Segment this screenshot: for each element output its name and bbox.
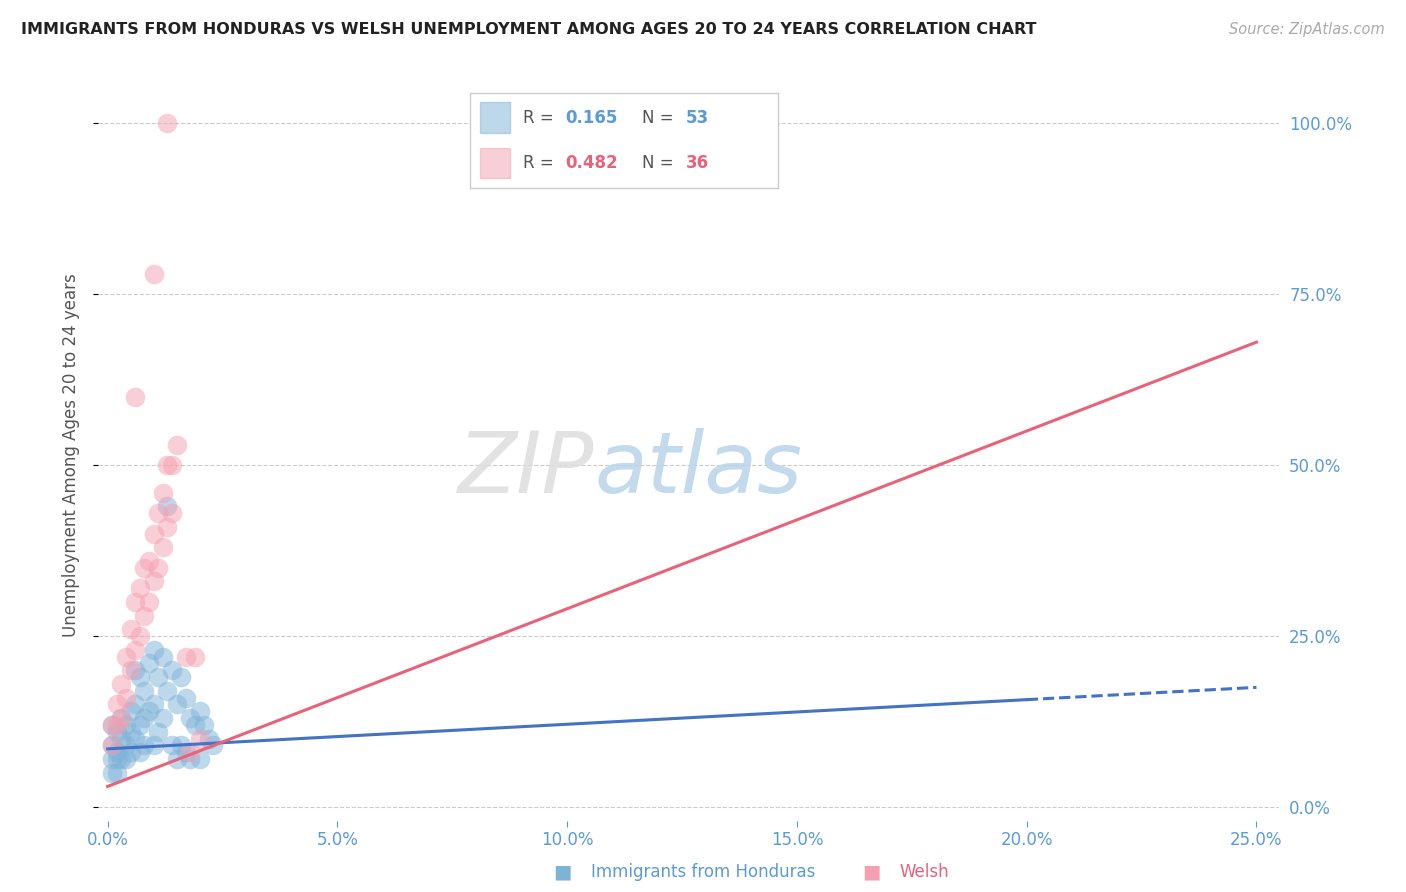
- Point: [138, 704, 160, 718]
- Point: [124, 698, 146, 712]
- Point: [101, 739, 124, 753]
- Point: [142, 698, 165, 712]
- Point: [110, 711, 132, 725]
- Point: [124, 595, 146, 609]
- Point: [156, 116, 179, 130]
- Point: [146, 670, 169, 684]
- Point: [184, 649, 207, 664]
- Point: [160, 506, 183, 520]
- Point: [134, 739, 156, 753]
- Point: [142, 642, 165, 657]
- Point: [115, 649, 138, 664]
- Point: [170, 670, 193, 684]
- Point: [105, 765, 128, 780]
- Point: [101, 752, 124, 766]
- Text: atlas: atlas: [595, 428, 803, 511]
- Point: [128, 718, 150, 732]
- Point: [120, 724, 142, 739]
- Point: [142, 267, 165, 281]
- Point: [156, 499, 179, 513]
- Point: [128, 670, 150, 684]
- Point: [156, 683, 179, 698]
- Text: ■: ■: [553, 863, 572, 881]
- Point: [110, 731, 132, 746]
- Point: [110, 677, 132, 691]
- Point: [101, 718, 124, 732]
- Point: [120, 745, 142, 759]
- Point: [120, 622, 142, 636]
- Point: [115, 752, 138, 766]
- Point: [134, 608, 156, 623]
- Point: [174, 649, 197, 664]
- Point: [146, 724, 169, 739]
- Text: Source: ZipAtlas.com: Source: ZipAtlas.com: [1229, 22, 1385, 37]
- Point: [105, 724, 128, 739]
- Point: [101, 739, 124, 753]
- Point: [142, 574, 165, 589]
- Point: [128, 581, 150, 595]
- Point: [152, 485, 174, 500]
- Point: [138, 595, 160, 609]
- Point: [166, 438, 188, 452]
- Point: [193, 718, 215, 732]
- Text: Welsh: Welsh: [900, 863, 949, 881]
- Y-axis label: Unemployment Among Ages 20 to 24 years: Unemployment Among Ages 20 to 24 years: [62, 273, 80, 637]
- Point: [202, 739, 225, 753]
- Point: [124, 663, 146, 677]
- Point: [160, 458, 183, 472]
- Point: [188, 704, 211, 718]
- Point: [160, 663, 183, 677]
- Point: [156, 519, 179, 533]
- Point: [174, 690, 197, 705]
- Point: [105, 752, 128, 766]
- Point: [146, 560, 169, 574]
- Point: [128, 745, 150, 759]
- Point: [110, 711, 132, 725]
- Point: [105, 718, 128, 732]
- Point: [115, 739, 138, 753]
- Point: [124, 731, 146, 746]
- Point: [152, 711, 174, 725]
- Point: [179, 745, 201, 759]
- Point: [138, 657, 160, 671]
- Point: [134, 683, 156, 698]
- Text: IMMIGRANTS FROM HONDURAS VS WELSH UNEMPLOYMENT AMONG AGES 20 TO 24 YEARS CORRELA: IMMIGRANTS FROM HONDURAS VS WELSH UNEMPL…: [21, 22, 1036, 37]
- Point: [110, 752, 132, 766]
- Point: [120, 663, 142, 677]
- Point: [115, 718, 138, 732]
- Point: [174, 745, 197, 759]
- Point: [188, 752, 211, 766]
- Point: [134, 711, 156, 725]
- Point: [146, 506, 169, 520]
- Point: [124, 642, 146, 657]
- Point: [170, 739, 193, 753]
- Point: [166, 752, 188, 766]
- Point: [197, 731, 219, 746]
- Point: [142, 739, 165, 753]
- Point: [179, 752, 201, 766]
- Point: [105, 745, 128, 759]
- Point: [166, 698, 188, 712]
- Point: [138, 554, 160, 568]
- Point: [160, 739, 183, 753]
- Point: [156, 458, 179, 472]
- Point: [179, 711, 201, 725]
- Point: [142, 526, 165, 541]
- Point: [152, 540, 174, 554]
- Point: [101, 765, 124, 780]
- Point: [152, 649, 174, 664]
- Text: ZIP: ZIP: [458, 428, 595, 511]
- Point: [120, 704, 142, 718]
- Text: Immigrants from Honduras: Immigrants from Honduras: [591, 863, 815, 881]
- Point: [184, 718, 207, 732]
- Point: [101, 718, 124, 732]
- Point: [115, 690, 138, 705]
- Point: [188, 731, 211, 746]
- Point: [105, 698, 128, 712]
- Point: [134, 560, 156, 574]
- Point: [124, 390, 146, 404]
- Text: ■: ■: [862, 863, 882, 881]
- Point: [128, 629, 150, 643]
